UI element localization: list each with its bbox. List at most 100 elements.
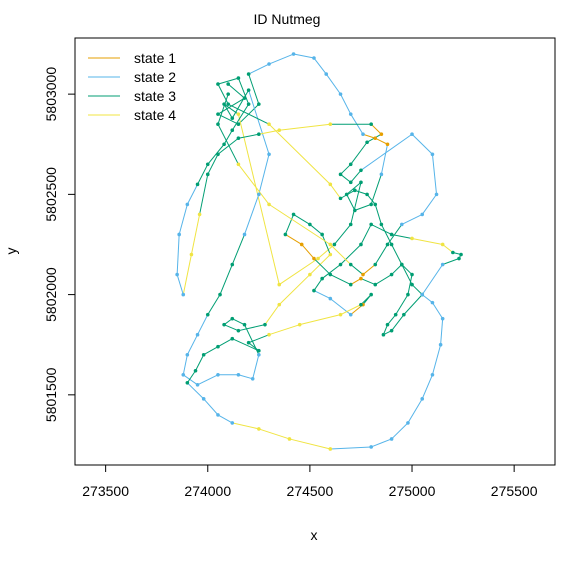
track-point	[365, 140, 369, 145]
track-segment	[264, 304, 280, 325]
track-segment	[285, 234, 302, 245]
track-point	[332, 242, 337, 247]
track-point	[236, 76, 241, 80]
track-segment	[207, 294, 221, 315]
track-point	[195, 332, 200, 337]
track-point	[216, 82, 220, 86]
track-point	[385, 142, 390, 147]
track-point	[222, 142, 226, 147]
track-segment	[197, 164, 209, 185]
track-point	[389, 328, 394, 333]
track-point	[440, 262, 445, 267]
track-segment	[350, 169, 362, 183]
track-segment	[321, 234, 331, 255]
track-segment	[330, 298, 352, 316]
track-segment	[375, 137, 388, 145]
track-segment	[217, 338, 233, 348]
track-point	[205, 162, 210, 167]
track-point	[402, 312, 406, 317]
track-segment	[330, 274, 351, 286]
track-segment	[268, 324, 300, 336]
track-point	[291, 52, 296, 56]
track-point	[257, 352, 261, 357]
track-segment	[268, 53, 294, 65]
track-segment	[362, 264, 376, 275]
track-segment	[340, 163, 352, 175]
track-segment	[340, 173, 352, 183]
track-segment	[248, 334, 270, 344]
legend-label: state 1	[134, 50, 176, 66]
track-point	[236, 372, 241, 377]
track-point	[267, 152, 271, 157]
track-segment	[248, 89, 270, 155]
track-point	[328, 272, 333, 277]
track-point	[242, 232, 247, 237]
chart-title: ID Nutmeg	[254, 11, 321, 27]
track-segment	[360, 133, 413, 171]
track-point	[257, 192, 261, 197]
track-point	[348, 222, 353, 227]
track-point	[369, 222, 373, 227]
track-point	[338, 172, 343, 177]
track-segment	[268, 203, 331, 245]
plot-frame	[74, 37, 556, 466]
track-segment	[199, 174, 209, 215]
track-segment	[334, 224, 352, 245]
y-tick-label: 5803000	[43, 67, 59, 122]
track-segment	[411, 237, 443, 245]
track-point	[246, 102, 251, 106]
x-tick-label: 274000	[184, 483, 231, 499]
track-segment	[231, 103, 250, 131]
track-point	[406, 292, 410, 297]
track-segment	[252, 354, 260, 379]
track-segment	[186, 382, 205, 400]
track-segment	[329, 184, 341, 199]
track-segment	[370, 174, 382, 205]
track-segment	[360, 224, 372, 245]
track-point	[277, 302, 282, 307]
track-segment	[217, 414, 233, 424]
track-point	[216, 344, 220, 349]
track-point	[257, 427, 261, 431]
track-point	[257, 348, 261, 353]
track-point	[338, 196, 343, 201]
track-point	[236, 136, 241, 141]
track-segment	[232, 338, 260, 352]
track-segment	[238, 324, 266, 332]
track-point	[201, 397, 206, 401]
track-point	[420, 397, 425, 401]
track-segment	[313, 57, 327, 75]
track-point	[459, 252, 463, 257]
track-segment	[340, 304, 362, 316]
track-point	[246, 340, 251, 345]
track-segment	[186, 334, 198, 355]
track-point	[328, 182, 333, 187]
track-point	[369, 445, 373, 449]
track-segment	[401, 213, 423, 225]
track-segment	[289, 438, 331, 450]
track-point	[406, 421, 410, 425]
track-point	[324, 72, 329, 76]
track-points	[175, 52, 463, 451]
track-point	[385, 322, 390, 327]
x-tick-label: 273500	[82, 483, 129, 499]
track-point	[328, 296, 333, 301]
track-point	[299, 242, 304, 247]
track-segment	[350, 278, 362, 286]
track-segment	[350, 182, 362, 225]
track-segment	[421, 374, 433, 400]
track-point	[189, 252, 194, 257]
track-point	[195, 182, 200, 187]
track-point	[308, 222, 312, 227]
track-point	[312, 288, 316, 293]
track-point	[457, 256, 461, 261]
track-point	[216, 112, 220, 116]
track-point	[236, 122, 241, 127]
track-point	[430, 152, 435, 157]
track-point	[410, 132, 414, 137]
track-segment	[440, 318, 444, 345]
track-point	[267, 122, 271, 127]
track-segment	[182, 254, 192, 295]
track-segment	[411, 284, 423, 295]
track-segment	[232, 422, 259, 430]
